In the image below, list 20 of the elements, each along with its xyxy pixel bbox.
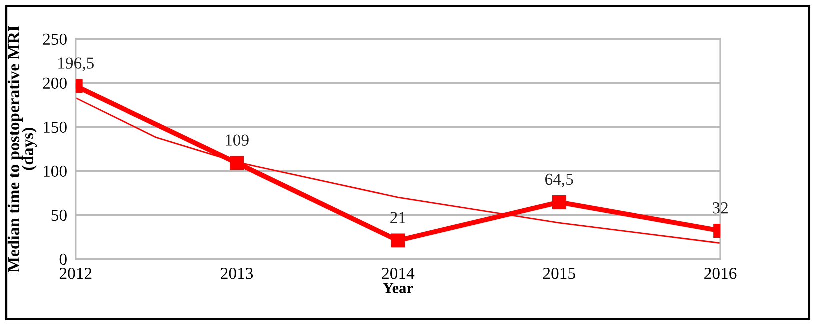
- y-tick-label: 250: [43, 34, 67, 46]
- data-label: 21: [390, 212, 406, 224]
- x-tick-label: 2014: [382, 268, 415, 280]
- data-label: 64,5: [546, 174, 574, 188]
- x-axis-title: Year: [383, 283, 414, 294]
- data-label: 109: [226, 134, 249, 146]
- x-tick-label: 2016: [704, 268, 737, 280]
- data-label: 196,5: [58, 58, 94, 72]
- y-axis-title: Median time to postoperative MRI (days): [8, 26, 37, 272]
- y-tick-label: 200: [43, 78, 67, 90]
- x-tick-label: 2012: [60, 268, 92, 280]
- x-tick-label: 2013: [221, 268, 254, 280]
- point: [552, 195, 566, 210]
- point: [391, 234, 406, 248]
- y-tick-label: 150: [44, 122, 67, 134]
- x-tick-label: 2015: [543, 268, 576, 280]
- data-label: 32: [712, 202, 728, 214]
- y-tick-label: 0: [60, 254, 67, 266]
- y-tick-label: 100: [44, 166, 67, 178]
- y-tick-label: 50: [52, 210, 67, 222]
